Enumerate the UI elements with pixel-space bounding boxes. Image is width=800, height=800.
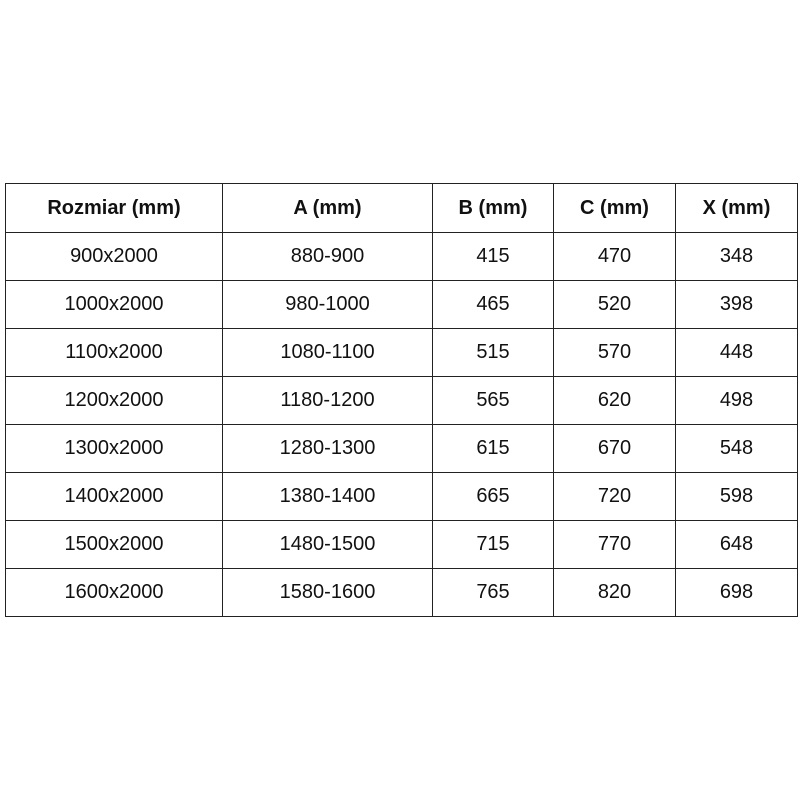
table-row: 1400x2000 1380-1400 665 720 598: [5, 472, 798, 521]
table-cell: 448: [675, 328, 798, 377]
column-header: C (mm): [553, 183, 676, 233]
table-row: 1500x2000 1480-1500 715 770 648: [5, 520, 798, 569]
table-row: 1600x2000 1580-1600 765 820 698: [5, 568, 798, 617]
size-table: Rozmiar (mm) A (mm) B (mm) C (mm) X (mm) 900…: [5, 183, 798, 617]
table-cell: 470: [553, 232, 676, 281]
column-header: X (mm): [675, 183, 798, 233]
table-cell: 398: [675, 280, 798, 329]
table-cell: 598: [675, 472, 798, 521]
column-header: Rozmiar (mm): [5, 183, 223, 233]
table-cell: 715: [432, 520, 554, 569]
table-cell: 465: [432, 280, 554, 329]
table-cell: 1280-1300: [222, 424, 433, 473]
table-cell: 1080-1100: [222, 328, 433, 377]
column-header: B (mm): [432, 183, 554, 233]
table-cell: 1600x2000: [5, 568, 223, 617]
table-cell: 665: [432, 472, 554, 521]
table-cell: 520: [553, 280, 676, 329]
table-cell: 1580-1600: [222, 568, 433, 617]
table-cell: 900x2000: [5, 232, 223, 281]
table-row: 1000x2000 980-1000 465 520 398: [5, 280, 798, 329]
table-cell: 515: [432, 328, 554, 377]
table-cell: 1200x2000: [5, 376, 223, 425]
column-header: A (mm): [222, 183, 433, 233]
table-cell: 1500x2000: [5, 520, 223, 569]
table-cell: 565: [432, 376, 554, 425]
header-row: Rozmiar (mm) A (mm) B (mm) C (mm) X (mm): [5, 183, 798, 233]
table-cell: 1380-1400: [222, 472, 433, 521]
table-cell: 980-1000: [222, 280, 433, 329]
table-cell: 570: [553, 328, 676, 377]
table-cell: 498: [675, 376, 798, 425]
table-cell: 620: [553, 376, 676, 425]
table-cell: 548: [675, 424, 798, 473]
table-cell: 1300x2000: [5, 424, 223, 473]
table-cell: 720: [553, 472, 676, 521]
table-cell: 1400x2000: [5, 472, 223, 521]
table-cell: 615: [432, 424, 554, 473]
table-cell: 348: [675, 232, 798, 281]
table-row: 1100x2000 1080-1100 515 570 448: [5, 328, 798, 377]
table-cell: 670: [553, 424, 676, 473]
table-row: 900x2000 880-900 415 470 348: [5, 232, 798, 281]
table-cell: 820: [553, 568, 676, 617]
table-row: 1200x2000 1180-1200 565 620 498: [5, 376, 798, 425]
table-cell: 415: [432, 232, 554, 281]
table-cell: 1180-1200: [222, 376, 433, 425]
table-cell: 1100x2000: [5, 328, 223, 377]
table-cell: 648: [675, 520, 798, 569]
table-cell: 1000x2000: [5, 280, 223, 329]
table-cell: 880-900: [222, 232, 433, 281]
table-cell: 765: [432, 568, 554, 617]
table-cell: 698: [675, 568, 798, 617]
table-cell: 770: [553, 520, 676, 569]
table-row: 1300x2000 1280-1300 615 670 548: [5, 424, 798, 473]
table-cell: 1480-1500: [222, 520, 433, 569]
